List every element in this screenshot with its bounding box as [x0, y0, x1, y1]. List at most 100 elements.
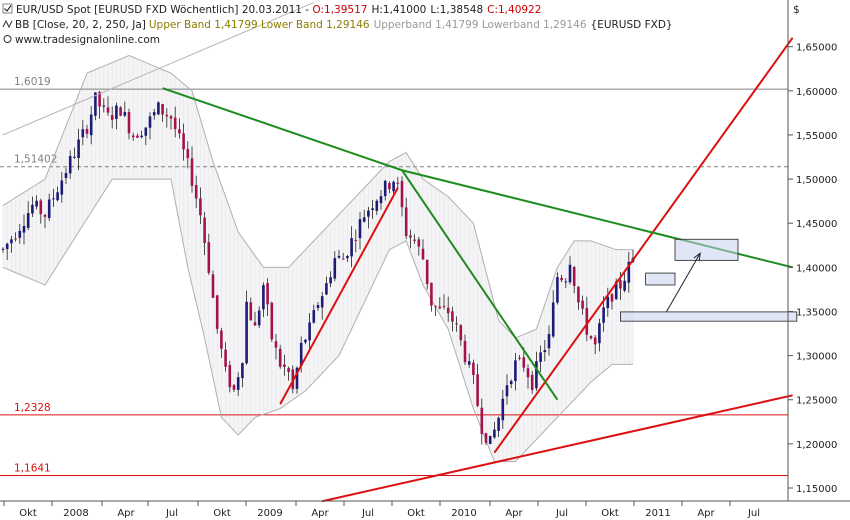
candle-body — [451, 311, 454, 322]
candle — [241, 362, 244, 388]
candle — [144, 127, 148, 146]
candle-body — [329, 277, 332, 284]
candle-body — [459, 325, 463, 341]
checkbox-icon[interactable] — [2, 3, 13, 14]
candle — [295, 366, 299, 394]
candle-body — [505, 385, 509, 397]
candle-body — [388, 183, 391, 190]
candle — [207, 233, 211, 275]
candle-body — [320, 296, 324, 308]
candle-body — [10, 239, 13, 244]
candle-body — [106, 107, 110, 113]
candle — [325, 276, 328, 296]
candle — [5, 242, 9, 260]
candle — [556, 272, 559, 305]
candle — [509, 379, 513, 389]
level-label: 1,51402 — [14, 154, 57, 166]
candle — [417, 236, 421, 256]
candle — [539, 345, 542, 373]
candle — [157, 101, 160, 116]
candle-body — [287, 368, 290, 372]
candle — [320, 291, 324, 320]
candle — [383, 179, 387, 201]
bollinger-band-lines — [2, 54, 633, 463]
candle — [409, 229, 412, 249]
candle-body — [333, 258, 337, 279]
candle-body — [245, 301, 248, 364]
candle — [85, 124, 89, 139]
candle-body — [430, 282, 433, 306]
candle — [182, 123, 185, 161]
candle — [152, 108, 156, 120]
candle — [266, 278, 269, 317]
candle — [400, 176, 404, 217]
candle — [430, 282, 433, 312]
candle-body — [463, 340, 467, 363]
candle — [425, 259, 429, 290]
candle — [140, 130, 143, 139]
x-tick-label: Okt — [19, 508, 37, 519]
candle — [199, 187, 202, 225]
candle-body — [383, 180, 387, 197]
candle-body — [173, 117, 177, 130]
candle-body — [354, 239, 358, 241]
candle-body — [203, 217, 206, 243]
candle — [127, 108, 131, 140]
candle — [287, 366, 290, 381]
candle-body — [598, 323, 601, 344]
candle-body — [337, 255, 341, 258]
candle-body — [64, 173, 68, 179]
candle-body — [52, 198, 55, 200]
x-tick-label: Apr — [505, 508, 523, 519]
candle — [115, 102, 118, 130]
candle-body — [131, 135, 135, 138]
x-tick-label: Apr — [697, 508, 715, 519]
candle-body — [539, 352, 542, 362]
candle-body — [127, 112, 131, 134]
candle — [551, 290, 555, 338]
candle — [530, 370, 534, 394]
candle-body — [224, 349, 227, 367]
candle-body — [316, 305, 320, 309]
candle — [610, 292, 614, 310]
trend-line — [401, 169, 559, 401]
candle-body — [619, 280, 622, 289]
candle — [22, 214, 26, 245]
candle — [501, 389, 505, 429]
candle — [89, 106, 93, 145]
candle-body — [308, 322, 311, 341]
currency-symbol: $ — [793, 4, 800, 16]
source-label: www.tradesignalonline.com — [15, 34, 160, 46]
candle-body — [442, 305, 446, 307]
candle-body — [178, 129, 181, 134]
candle — [1, 247, 5, 253]
x-tick-label: Jul — [747, 508, 760, 519]
horizontal-levels: 1,6019 1,51402 1,2328 1,1641 — [0, 76, 788, 477]
x-tick-label: Jul — [555, 508, 568, 519]
candle-body — [614, 281, 618, 300]
candle — [354, 229, 358, 253]
candle — [43, 213, 47, 229]
target-box — [645, 272, 676, 286]
candle — [341, 252, 345, 260]
candle — [581, 295, 584, 315]
candle-body — [119, 107, 122, 116]
arrow-head — [693, 252, 701, 262]
candle — [564, 278, 568, 289]
candle-body — [396, 182, 400, 184]
candle-body — [304, 339, 307, 343]
candle-body — [270, 302, 274, 340]
candle-body — [484, 433, 488, 443]
candle — [333, 251, 337, 282]
candle-body — [568, 264, 572, 283]
header-line-1: EUR/USD Spot [EURUSD FXD Wöchentlich] 20… — [16, 4, 541, 16]
candle-body — [346, 256, 349, 259]
candle-body — [199, 198, 202, 216]
candle-body — [115, 105, 118, 119]
candle-body — [417, 239, 421, 247]
candle — [388, 181, 391, 194]
indicator-header: EUR/USD Spot [EURUSD FXD Wöchentlich] 20… — [2, 3, 673, 46]
candle-body — [283, 364, 286, 367]
candle-body — [581, 300, 584, 309]
candle-body — [572, 267, 576, 286]
